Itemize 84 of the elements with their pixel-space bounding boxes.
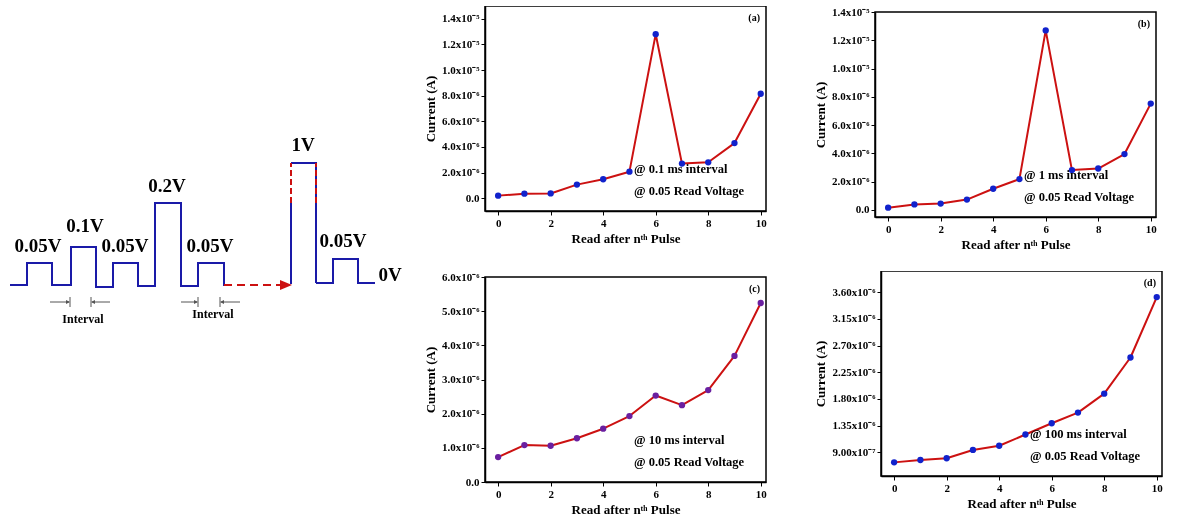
y-tick-label: 8.0x10⁻⁶ bbox=[831, 90, 871, 103]
x-tick-label: 2 bbox=[944, 481, 951, 494]
x-axis-title: Read after nᵗʰ Pulse bbox=[571, 230, 681, 246]
text: 0.05V bbox=[186, 235, 234, 256]
x-tick-label: 10 bbox=[1151, 481, 1164, 494]
y-tick-label: 8.0x10⁻⁶ bbox=[441, 89, 481, 102]
y-tick-label: 0.0 bbox=[465, 191, 480, 204]
annotation: @ 10 ms interval bbox=[633, 433, 725, 447]
y-tick-label: 4.0x10⁻⁶ bbox=[831, 146, 871, 159]
x-tick-label: 2 bbox=[548, 216, 555, 229]
x-tick-label: 2 bbox=[548, 487, 555, 500]
y-tick-label: 1.0x10⁻⁵ bbox=[831, 62, 871, 75]
y-tick-label: 1.35x10⁻⁶ bbox=[832, 419, 877, 432]
x-tick-label: 0 bbox=[495, 216, 502, 229]
text: Interval bbox=[192, 307, 235, 321]
x-tick-label: 6 bbox=[653, 487, 660, 500]
y-tick-label: 2.0x10⁻⁶ bbox=[441, 407, 481, 420]
annotation: @ 100 ms interval bbox=[1029, 427, 1128, 441]
y-tick-label: 3.0x10⁻⁶ bbox=[441, 373, 481, 385]
x-tick-label: 0 bbox=[495, 487, 502, 500]
x-axis-title: Read after nᵗʰ Pulse bbox=[967, 495, 1077, 511]
text: 0.2V bbox=[148, 175, 187, 196]
y-tick-label: 1.0x10⁻⁶ bbox=[441, 441, 481, 454]
y-tick-label: 2.70x10⁻⁶ bbox=[832, 339, 877, 352]
x-tick-label: 2 bbox=[938, 222, 945, 235]
text: 0.05V bbox=[14, 235, 62, 256]
x-axis-title: Read after nᵗʰ Pulse bbox=[961, 236, 1071, 252]
y-tick-label: 3.60x10⁻⁶ bbox=[832, 285, 877, 298]
x-tick-label: 6 bbox=[1043, 222, 1050, 235]
y-tick-label: 1.2x10⁻⁵ bbox=[441, 37, 481, 50]
y-tick-label: 1.4x10⁻⁵ bbox=[441, 12, 481, 25]
text: Interval bbox=[62, 312, 105, 326]
text: 0.05V bbox=[101, 235, 149, 256]
x-tick-label: 8 bbox=[705, 216, 712, 229]
x-tick-label: 10 bbox=[1145, 222, 1158, 235]
y-tick-label: 2.0x10⁻⁶ bbox=[441, 166, 481, 179]
x-axis-title: Read after nᵗʰ Pulse bbox=[571, 501, 681, 517]
annotation: @ 0.05 Read Voltage bbox=[633, 455, 745, 469]
annotation: (d) bbox=[1143, 277, 1156, 289]
y-tick-label: 9.00x10⁻⁷ bbox=[832, 445, 877, 458]
x-tick-label: 10 bbox=[755, 487, 768, 500]
y-tick-label: 4.0x10⁻⁶ bbox=[441, 140, 481, 153]
annotation: @ 0.05 Read Voltage bbox=[1023, 190, 1135, 204]
x-tick-label: 0 bbox=[885, 222, 892, 235]
y-tick-label: 1.0x10⁻⁵ bbox=[441, 63, 481, 76]
y-tick-label: 2.25x10⁻⁶ bbox=[832, 365, 877, 378]
y-tick-label: 1.4x10⁻⁵ bbox=[831, 5, 871, 18]
y-tick-label: 1.80x10⁻⁶ bbox=[832, 392, 877, 405]
annotation: @ 0.05 Read Voltage bbox=[633, 184, 745, 198]
annotation: @ 0.1 ms interval bbox=[633, 162, 729, 176]
y-tick-label: 2.0x10⁻⁶ bbox=[831, 175, 871, 188]
y-axis-title: Current (A) bbox=[813, 340, 829, 408]
y-tick-label: 1.2x10⁻⁵ bbox=[831, 33, 871, 46]
annotation: (b) bbox=[1137, 18, 1150, 30]
y-tick-label: 0.0 bbox=[855, 203, 870, 216]
text: 0.1V bbox=[66, 215, 105, 236]
y-tick-label: 0.0 bbox=[465, 475, 480, 488]
x-tick-label: 10 bbox=[755, 216, 768, 229]
y-tick-label: 6.0x10⁻⁶ bbox=[831, 118, 871, 131]
x-tick-label: 0 bbox=[891, 481, 898, 494]
y-tick-label: 6.0x10⁻⁶ bbox=[441, 270, 481, 283]
x-tick-label: 6 bbox=[1049, 481, 1056, 494]
annotation: (c) bbox=[748, 283, 760, 295]
y-tick-label: 4.0x10⁻⁶ bbox=[441, 338, 481, 351]
y-axis-title: Current (A) bbox=[422, 346, 438, 414]
x-tick-label: 6 bbox=[653, 216, 660, 229]
y-axis-title: Current (A) bbox=[422, 75, 438, 143]
x-tick-label: 4 bbox=[600, 487, 607, 500]
annotation: @ 1 ms interval bbox=[1023, 168, 1109, 182]
x-tick-label: 8 bbox=[1101, 481, 1108, 494]
y-tick-label: 3.15x10⁻⁶ bbox=[832, 312, 877, 325]
annotation: (a) bbox=[748, 12, 760, 24]
y-tick-label: 6.0x10⁻⁶ bbox=[441, 114, 481, 127]
text: 0V bbox=[378, 264, 402, 285]
text: 0.05V bbox=[319, 230, 367, 251]
annotation: @ 0.05 Read Voltage bbox=[1029, 449, 1141, 463]
text: 1V bbox=[291, 134, 315, 155]
y-tick-label: 5.0x10⁻⁶ bbox=[441, 304, 481, 317]
x-tick-label: 4 bbox=[996, 481, 1003, 494]
x-tick-label: 4 bbox=[990, 222, 997, 235]
x-tick-label: 8 bbox=[705, 487, 712, 500]
y-axis-title: Current (A) bbox=[812, 81, 828, 149]
x-tick-label: 4 bbox=[600, 216, 607, 229]
x-tick-label: 8 bbox=[1095, 222, 1102, 235]
